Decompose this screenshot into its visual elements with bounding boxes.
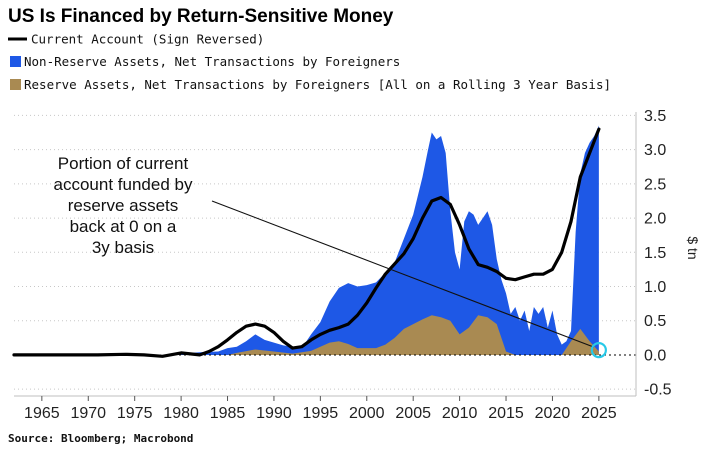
x-tick-label: 1985 [210,405,246,422]
annotation-text-line: Portion of current [58,154,189,173]
y-tick-label: 1.0 [644,279,666,296]
chart-title: US Is Financed by Return-Sensitive Money [8,6,394,27]
y-tick-label: 3.0 [644,142,666,159]
legend: Current Account (Sign Reversed) Non-Rese… [8,32,611,92]
legend-swatch-reserve [10,79,21,90]
x-tick-label: 2010 [442,405,478,422]
plot-frame-group [14,112,637,397]
x-tick-label: 2020 [535,405,571,422]
y-tick-label: 2.0 [644,211,666,228]
y-tick-label: 0.5 [644,313,666,330]
annotation-text-line: 3y basis [92,238,154,257]
y-tick-label: 0.0 [644,347,666,364]
y-tick-label: -0.5 [644,382,672,399]
series-current-account-line [12,127,601,358]
series-non-reserve-area [14,125,599,355]
annotation-text-line: account funded by [54,175,193,194]
plot-lines [12,127,601,358]
y-tick-label: 3.5 [644,108,666,125]
legend-label-non-reserve: Non-Reserve Assets, Net Transactions by … [24,54,400,69]
x-tick-label: 1980 [163,405,199,422]
annotation-text-line: reserve assets [68,196,179,215]
x-tick-label: 1965 [24,405,60,422]
y-tick-label: 2.5 [644,176,666,193]
source-note: Source: Bloomberg; Macrobond [8,432,193,445]
annotation-pointer [211,200,595,348]
y-axis-label: $ tn [685,236,701,259]
annotation-highlight-circle [590,341,607,359]
legend-label-current-account: Current Account (Sign Reversed) [31,32,264,47]
x-tick-label: 1970 [70,405,106,422]
x-tick-label: 1975 [117,405,153,422]
x-tick-label: 1990 [256,405,292,422]
x-tick-label: 2005 [395,405,431,422]
plot-areas [14,125,599,355]
annotation: Portion of current account funded by reser… [54,154,607,359]
legend-swatch-non-reserve [10,56,21,67]
annotation-text-line: back at 0 on a [70,217,177,236]
x-tick-label: 2025 [581,405,617,422]
x-tick-label: 2000 [349,405,385,422]
x-tick-label: 2015 [488,405,524,422]
y-axis-ticks: 3.5 3.0 2.5 2.0 1.5 1.0 0.5 0.0 -0.5 [644,108,672,399]
series-reserve-area [14,315,599,355]
x-axis-ticks: 1965 1970 1975 1980 1985 1990 1995 2000 2005 2010… [24,396,617,422]
y-tick-label: 1.5 [644,245,666,262]
x-tick-label: 1995 [303,405,339,422]
legend-label-reserve: Reserve Assets, Net Transactions by Fore… [24,77,611,92]
